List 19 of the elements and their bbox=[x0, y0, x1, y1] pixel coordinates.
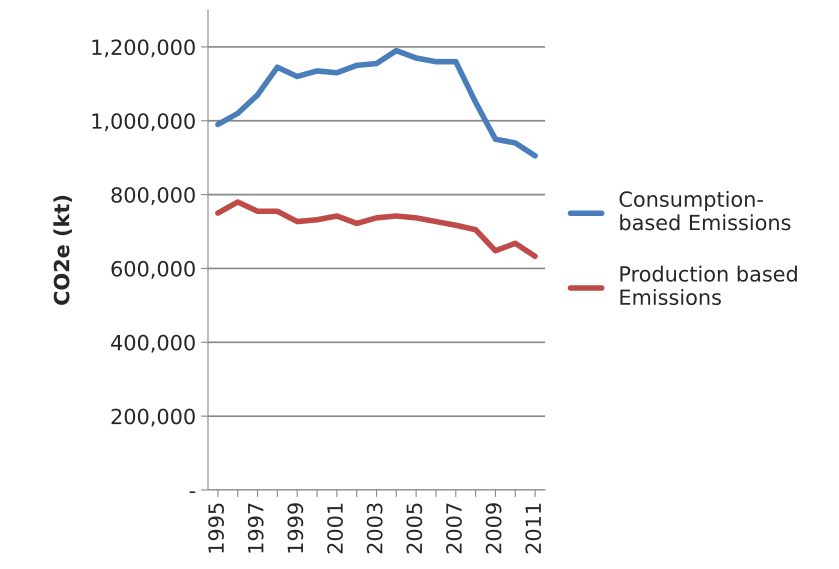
y-tick-label: 400,000 bbox=[111, 334, 195, 353]
y-axis-title: CO2e (kt) bbox=[53, 196, 72, 305]
y-tick-label: 800,000 bbox=[111, 187, 195, 205]
x-tick-label: 2003 bbox=[366, 503, 383, 554]
y-tick-label: 600,000 bbox=[111, 260, 195, 279]
x-tick-label: 2011 bbox=[525, 504, 542, 554]
y-tick-label: - bbox=[190, 491, 196, 494]
x-tick-label: 1995 bbox=[208, 504, 224, 553]
x-tick-label: 2007 bbox=[446, 504, 462, 554]
x-tick-label: 2001 bbox=[327, 504, 343, 554]
y-tick-label: 1,200,000 bbox=[92, 39, 195, 58]
x-tick-label: 2005 bbox=[406, 504, 422, 554]
legend-label: Consumption- based Emissions bbox=[620, 190, 790, 230]
x-tick-label: 1997 bbox=[248, 504, 264, 553]
legend-label: Production based Emissions bbox=[620, 266, 797, 306]
y-tick-label: 200,000 bbox=[112, 408, 195, 426]
x-tick-label: 2009 bbox=[486, 503, 502, 554]
x-tick-label: 1999 bbox=[287, 503, 304, 553]
y-tick-label: 1,000,000 bbox=[92, 113, 195, 132]
